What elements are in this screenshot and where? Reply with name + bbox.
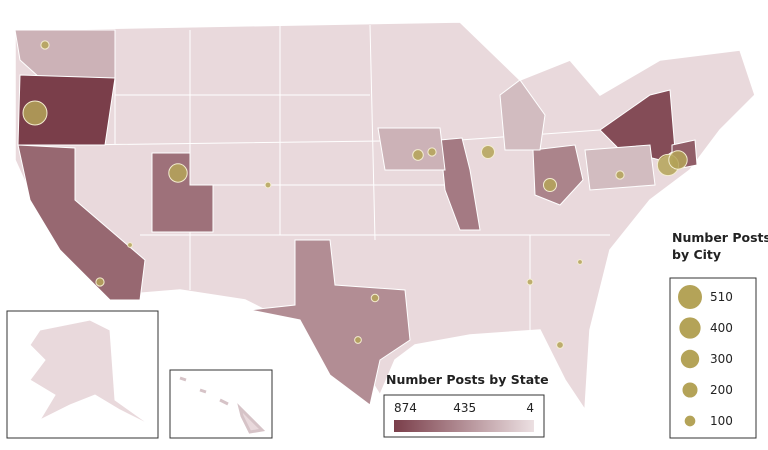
state [499,79,546,151]
city-bubble [264,181,272,189]
city-bubble [22,100,48,126]
city-bubble [577,259,583,265]
state [151,152,214,233]
state-legend-label: 874 [394,401,417,415]
city-legend-label: 300 [710,352,733,366]
city-legend-bubble [680,349,700,369]
city-legend-bubble [684,415,696,427]
state-legend-gradient [394,420,534,432]
city-legend-label: 510 [710,290,733,304]
city-bubble [526,278,534,286]
city-legend-title: Number Posts [672,230,768,245]
city-bubble [40,40,50,50]
city-legend-bubble [678,285,702,309]
state [377,127,446,171]
city-legend-label: 100 [710,414,733,428]
city-bubble [615,170,625,180]
city-legend-bubble [682,382,698,398]
state [584,144,656,191]
city-legend-bubble [679,317,701,339]
city-bubble [168,163,188,183]
city-legend-title: by City [672,247,721,262]
city-bubble [427,147,437,157]
state [249,239,411,406]
city-bubble [556,341,564,349]
city-bubble [480,144,496,160]
state [17,144,146,301]
city-bubble [542,177,558,193]
city-bubble [412,149,424,161]
state-legend-label: 435 [453,401,476,415]
us-outline [14,21,756,413]
city-bubble [127,242,133,248]
state [439,137,481,231]
alaska [29,319,151,426]
cities [22,40,688,349]
state-legend-title: Number Posts by State [386,372,549,387]
city-bubble [668,150,688,170]
state [17,74,116,146]
city-bubble [354,336,362,344]
hawaii [179,376,266,434]
city-bubble [95,277,105,287]
city-bubble [370,293,380,303]
city-legend-label: 200 [710,383,733,397]
city-legend-label: 400 [710,321,733,335]
state-legend-label: 4 [526,401,534,415]
